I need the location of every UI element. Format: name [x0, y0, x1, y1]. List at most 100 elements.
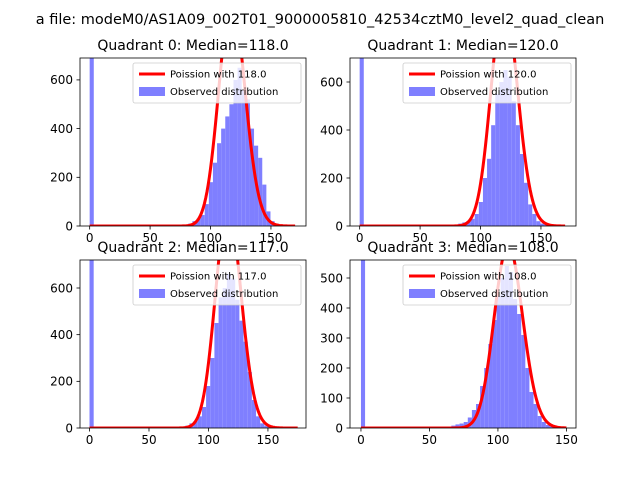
legend-bar-swatch: [409, 87, 435, 96]
legend-entry-observed: Observed distribution: [170, 87, 278, 98]
x-tick-label: 100: [486, 433, 509, 447]
histogram-bar: [508, 272, 513, 428]
histogram-bar: [476, 404, 481, 428]
histogram-bar: [519, 154, 525, 226]
histogram-bar: [496, 296, 501, 428]
histogram-bar: [264, 425, 269, 428]
observed-histogram: [89, 58, 287, 226]
subplot-title: Quadrant 1: Median=120.0: [367, 38, 558, 54]
y-tick-label: 100: [320, 391, 343, 405]
legend-box: [132, 62, 302, 104]
subplot-title: Quadrant 3: Median=108.0: [367, 240, 558, 256]
histogram-bar: [533, 404, 538, 428]
axes-frame: [349, 259, 577, 429]
histogram-bar: [512, 299, 518, 428]
histogram-bar: [532, 214, 537, 226]
histogram-bar: [487, 158, 492, 226]
y-tick-label: 300: [320, 331, 343, 345]
histogram-bar: [488, 344, 493, 428]
y-tick-label: 400: [320, 123, 343, 137]
figure-suptitle: a file: modeM0/AS1A09_002T01_9000005810_…: [36, 12, 605, 28]
histogram-bar: [536, 221, 541, 226]
histogram-bar: [482, 178, 488, 226]
histogram-bar: [256, 416, 261, 428]
histogram-bar: [235, 299, 240, 428]
histogram-bar: [540, 223, 545, 226]
x-tick-label: 100: [199, 231, 222, 245]
histogram-bar: [492, 320, 497, 428]
legend-bar-swatch: [139, 289, 165, 298]
histogram-bar: [226, 274, 232, 428]
histogram-bar: [210, 358, 215, 428]
histogram-bar: [359, 58, 364, 226]
y-tick-label: 0: [65, 421, 73, 435]
legend-entry-poisson: Poission with 118.0: [170, 70, 266, 81]
legend-bar-swatch: [139, 87, 165, 96]
subplot-quadrant-0: 0 50 100 150 0 200 400 600 Quadrant 0: Median=11…: [50, 38, 307, 245]
y-tick-label: 600: [320, 75, 343, 89]
histogram-bar: [221, 128, 226, 226]
legend-bar-swatch: [409, 289, 435, 298]
histogram-bar: [525, 368, 530, 428]
y-tick-label: 200: [50, 375, 73, 389]
x-tick-label: 150: [256, 433, 279, 447]
legend-entry-observed: Observed distribution: [440, 289, 548, 300]
histogram-bar: [491, 125, 496, 226]
histogram-bar: [503, 70, 508, 226]
histogram-bar: [480, 386, 485, 428]
histogram-bar: [260, 423, 265, 428]
y-tick-label: 600: [50, 73, 73, 87]
axes-frame: [349, 57, 577, 227]
y-tick-label: 600: [50, 281, 73, 295]
x-tick-label: 0: [86, 433, 94, 447]
histogram-bar: [455, 424, 460, 428]
histogram-bar: [229, 104, 234, 226]
x-tick-label: 0: [357, 433, 365, 447]
axes-frame: [79, 259, 307, 429]
histogram-bar: [217, 143, 222, 226]
x-tick-label: 50: [412, 231, 427, 245]
histogram-bar: [463, 422, 468, 428]
subplot-quadrant-3: 0 50 100 150 0 100 200 300 400 500 Quadrant 3: Med…: [320, 240, 578, 447]
legend-box: [132, 264, 302, 306]
poisson-curve: [360, 260, 567, 428]
poisson-curve: [359, 58, 566, 226]
x-tick-label: 50: [422, 433, 437, 447]
histogram-bar: [89, 58, 94, 226]
histogram-bar: [541, 422, 546, 428]
y-tick-label: 0: [335, 421, 343, 435]
legend: Poission with 120.0 Observed distribution: [402, 62, 572, 104]
histogram-bar: [528, 204, 533, 226]
legend-entry-poisson: Poission with 108.0: [440, 272, 536, 283]
histogram-bar: [212, 162, 218, 226]
x-tick-label: 50: [142, 231, 157, 245]
histogram-bar: [360, 260, 366, 428]
histogram-bar: [478, 202, 483, 226]
histogram-bar: [499, 82, 504, 226]
histogram-bar: [204, 204, 209, 226]
histogram-bar: [515, 125, 520, 226]
legend: Poission with 117.0 Observed distribution: [132, 264, 302, 306]
y-tick-label: 200: [50, 171, 73, 185]
histogram-bar: [239, 320, 244, 428]
histogram-bar: [549, 426, 555, 428]
histogram-bar: [500, 278, 505, 428]
histogram-bar: [474, 214, 479, 226]
histogram-bar: [237, 67, 242, 226]
y-tick-label: 400: [320, 301, 343, 315]
x-tick-label: 100: [469, 231, 492, 245]
histogram-bar: [214, 323, 219, 428]
histogram-bar: [241, 89, 246, 226]
histogram-bar: [197, 416, 202, 428]
histogram-bar: [233, 79, 238, 226]
legend: Poission with 118.0 Observed distribution: [132, 62, 302, 104]
y-tick-label: 200: [320, 361, 343, 375]
histogram-bar: [222, 288, 227, 428]
histogram-bar: [470, 218, 475, 226]
x-tick-label: 150: [555, 433, 578, 447]
histogram-bar: [249, 128, 255, 226]
histogram-bar: [524, 182, 529, 226]
y-tick-label: 0: [65, 219, 73, 233]
histogram-bar: [529, 392, 534, 428]
